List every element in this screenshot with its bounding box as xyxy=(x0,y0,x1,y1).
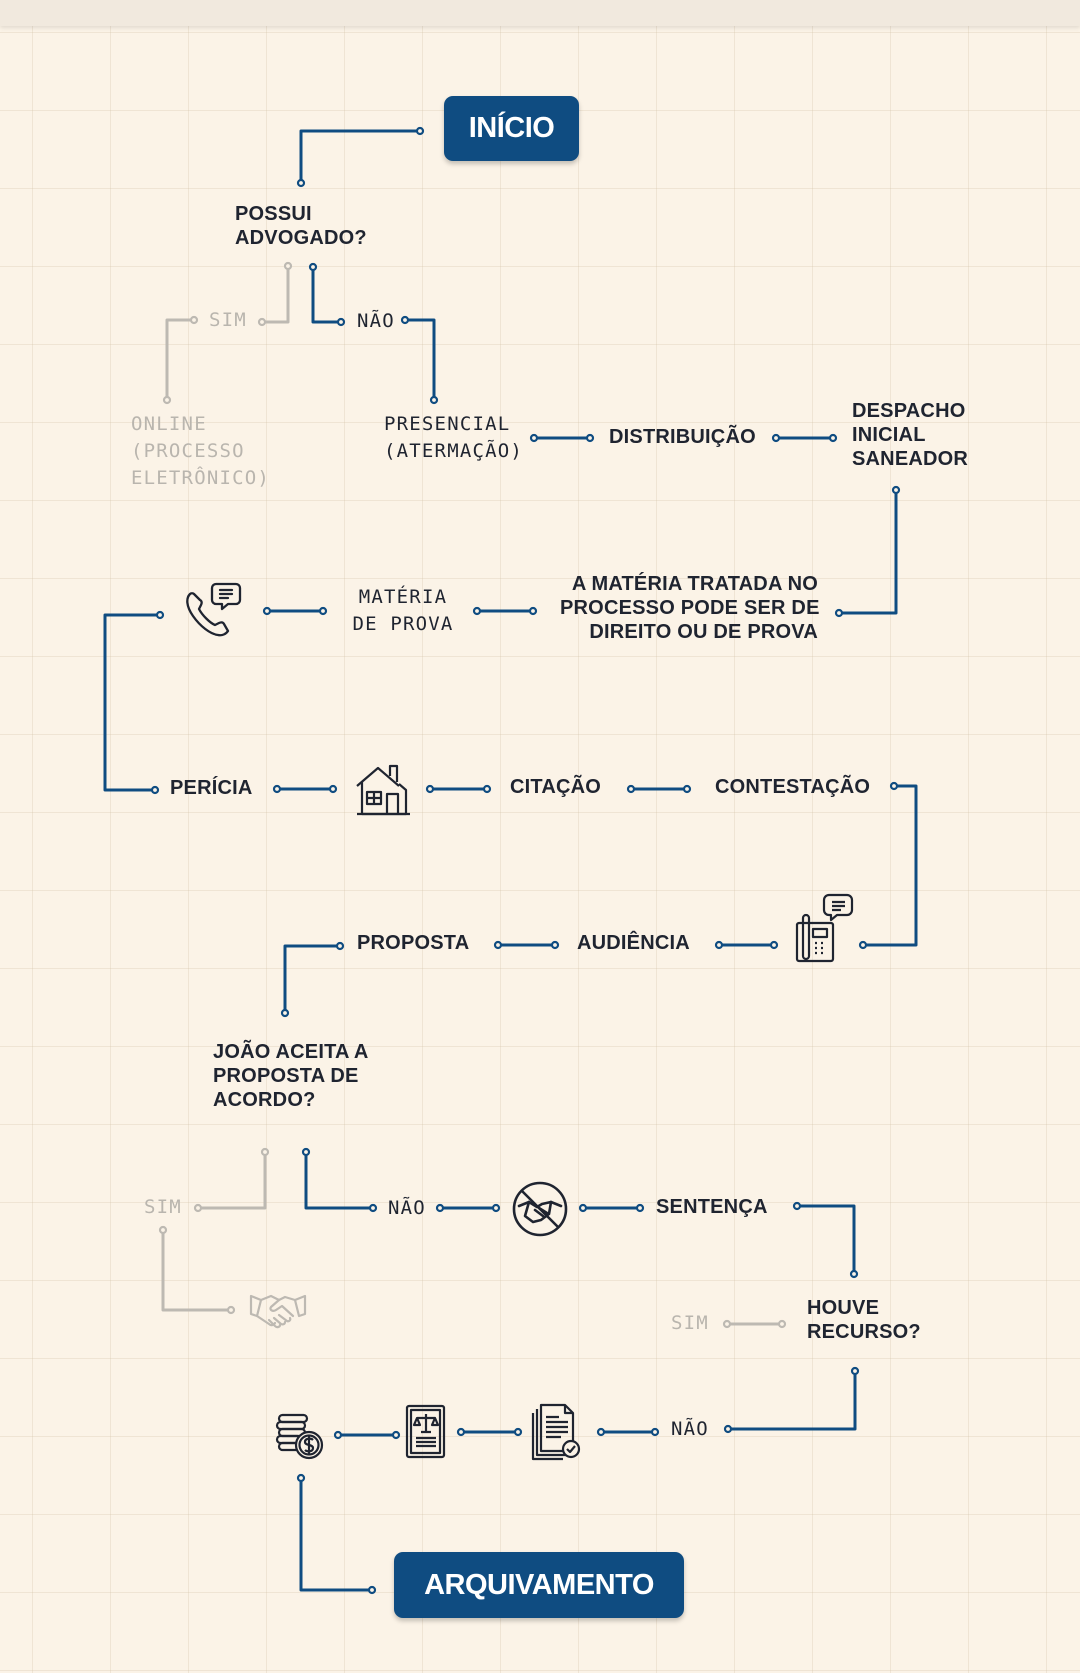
nao-label-3: NÃO xyxy=(671,1418,709,1440)
legal-document-icon xyxy=(405,1404,446,1459)
possui-advogado-question: POSSUI ADVOGADO? xyxy=(235,202,367,250)
joao-aceita-question: JOÃO ACEITA A PROPOSTA DE ACORDO? xyxy=(213,1040,369,1112)
presencial-line-2: (ATERMAÇÃO) xyxy=(384,440,524,462)
despacho-step: DESPACHO INICIAL SANEADOR xyxy=(852,399,968,471)
joao-aceita-line-3: ACORDO? xyxy=(213,1089,316,1111)
no-handshake-icon xyxy=(512,1181,568,1237)
contestacao-step: CONTESTAÇÃO xyxy=(715,776,871,798)
connector-sentenca-recurso xyxy=(797,1204,856,1274)
inicio-node: INÍCIO xyxy=(444,96,579,161)
distribuicao-step: DISTRIBUIÇÃO xyxy=(609,426,756,448)
possui-advogado-line-1: POSSUI xyxy=(235,203,312,225)
joao-aceita-line-1: JOÃO ACEITA A xyxy=(213,1041,369,1063)
nao-label-2: NÃO xyxy=(388,1197,426,1219)
materia-tratada-line-3: DIREITO OU DE PROVA xyxy=(589,621,818,643)
connector-nao-presencial xyxy=(405,318,436,400)
connector-despacho-materia xyxy=(839,490,898,615)
connector-proposta-joao xyxy=(283,944,340,1013)
audiencia-step: AUDIÊNCIA xyxy=(577,932,690,954)
materia-tratada-line-1: A MATÉRIA TRATADA NO xyxy=(571,573,818,595)
nao-label-1: NÃO xyxy=(357,310,395,332)
despacho-line-3: SANEADOR xyxy=(852,448,969,470)
connector-contestacao-telephone xyxy=(863,784,918,947)
houve-recurso-line-1: HOUVE xyxy=(807,1297,880,1319)
approved-documents-icon xyxy=(531,1403,581,1461)
sim-label-1: SIM xyxy=(209,309,247,331)
connector-joao-nao xyxy=(304,1152,373,1210)
connector-phone-pericia xyxy=(103,613,160,792)
top-decorative-band xyxy=(0,0,1080,26)
proposta-step: PROPOSTA xyxy=(357,932,470,954)
presencial-option: PRESENCIAL (ATERMAÇÃO) xyxy=(384,411,523,465)
connector-inicio-possui xyxy=(299,129,420,183)
connector-sim-online xyxy=(165,318,194,400)
citacao-step: CITAÇÃO xyxy=(510,776,602,798)
connector-sim-handshake xyxy=(161,1230,231,1312)
connector-recurso-nao xyxy=(728,1371,857,1431)
houve-recurso-question: HOUVE RECURSO? xyxy=(807,1296,921,1344)
connector-coins-arquivamento xyxy=(299,1478,372,1592)
connector-joao-sim xyxy=(198,1152,267,1210)
connector-dots xyxy=(150,126,901,1595)
materia-prova-option: MATÉRIA DE PROVA xyxy=(352,584,454,638)
online-line-1: ONLINE xyxy=(131,413,207,435)
online-line-3: ELETRÔNICO) xyxy=(131,467,271,489)
materia-prova-line-2: DE PROVA xyxy=(352,613,454,635)
despacho-line-1: DESPACHO xyxy=(852,400,966,422)
materia-tratada-question: A MATÉRIA TRATADA NO PROCESSO PODE SER D… xyxy=(560,572,820,644)
online-line-2: (PROCESSO xyxy=(131,440,245,462)
materia-prova-line-1: MATÉRIA xyxy=(358,586,448,608)
possui-advogado-line-2: ADVOGADO? xyxy=(235,227,367,249)
house-icon xyxy=(356,764,410,816)
phone-chat-icon xyxy=(186,582,242,637)
houve-recurso-line-2: RECURSO? xyxy=(807,1321,921,1343)
joao-aceita-line-2: PROPOSTA DE xyxy=(213,1065,359,1087)
presencial-line-1: PRESENCIAL xyxy=(384,413,511,435)
arquivamento-node: ARQUIVAMENTO xyxy=(394,1552,684,1618)
handshake-icon xyxy=(249,1294,307,1329)
coins-dollar-icon xyxy=(275,1413,324,1460)
sim-label-3: SIM xyxy=(671,1312,709,1334)
pericia-step: PERÍCIA xyxy=(170,777,253,799)
materia-tratada-line-2: PROCESSO PODE SER DE xyxy=(560,597,820,619)
despacho-line-2: INICIAL xyxy=(852,424,926,446)
online-option: ONLINE (PROCESSO ELETRÔNICO) xyxy=(131,411,270,492)
connector-possui-nao xyxy=(311,267,341,324)
telephone-chat-icon xyxy=(795,893,854,963)
sim-label-2: SIM xyxy=(144,1196,182,1218)
connector-possui-sim xyxy=(262,266,290,324)
sentenca-step: SENTENÇA xyxy=(656,1196,768,1218)
